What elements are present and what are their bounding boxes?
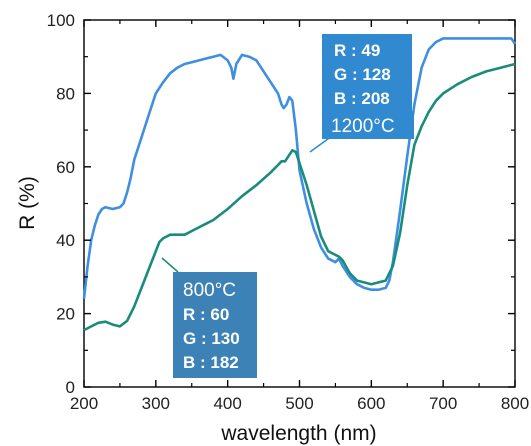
x-tick-label: 400 <box>213 394 241 413</box>
plot-frame <box>83 19 516 388</box>
series-line-800c <box>83 62 516 332</box>
annotation-1200c-temperature: 1200°C <box>331 116 395 137</box>
x-tick-label: 800 <box>501 394 529 413</box>
x-axis-title: wavelength (nm) <box>220 422 376 445</box>
x-tick-label: 700 <box>429 394 457 413</box>
annotation-1200c-box <box>322 34 412 122</box>
y-tick-label: 20 <box>56 305 75 324</box>
x-tick-label: 200 <box>70 394 98 413</box>
annotation-1200c-b: B : 208 <box>334 89 390 108</box>
x-tick-label: 600 <box>357 394 385 413</box>
y-tick-label: 80 <box>56 84 75 103</box>
series-line-1200c <box>82 37 517 300</box>
annotation-800c-g: G : 130 <box>183 329 240 348</box>
annotation-800c-b: B : 182 <box>183 353 239 372</box>
axis-ticks <box>83 19 516 388</box>
y-tick-label: 60 <box>56 158 75 177</box>
annotation-800c-r: R : 60 <box>183 305 229 324</box>
y-tick-label: 40 <box>56 231 75 250</box>
x-tick-label: 300 <box>142 394 170 413</box>
series-lines <box>82 37 517 332</box>
annotation-1200c-r: R : 49 <box>334 41 380 60</box>
annotation-800c-box <box>173 272 257 378</box>
y-axis-title: R (%) <box>16 176 39 230</box>
annotation-800c-temperature: 800°C <box>183 280 236 301</box>
x-tick-label: 500 <box>285 394 313 413</box>
annotation-800c: 800°C R : 60 G : 130 B : 182 <box>161 257 257 378</box>
tick-labels: 200 300 400 500 600 700 800 0 20 40 60 80 100 <box>47 11 530 413</box>
annotation-1200c-temp-box <box>322 111 414 139</box>
annotation-800c-leader <box>161 257 179 273</box>
y-tick-label: 0 <box>66 378 75 397</box>
annotation-1200c-g: G : 128 <box>334 65 391 84</box>
annotation-1200c: R : 49 G : 128 B : 208 1200°C <box>309 34 414 153</box>
y-tick-label: 100 <box>47 11 75 30</box>
